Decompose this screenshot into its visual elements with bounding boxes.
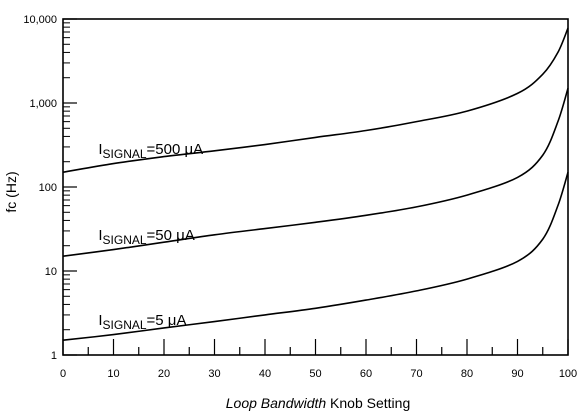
y-tick-label: 100 [39,182,57,194]
series-curve-0 [62,27,569,173]
series-label-0: ISIGNAL=500 μA [98,141,203,161]
series-label-value: =50 μA [147,227,195,244]
x-tick-label: 40 [259,368,271,380]
x-tick-label: 70 [410,368,422,380]
x-axis-title: Loop Bandwidth Knob Setting [226,395,410,411]
x-axis-title-italic: Loop Bandwidth [226,395,327,411]
y-tick-label: 1,000 [29,98,57,110]
x-tick-label: 30 [208,368,220,380]
x-tick-label: 10 [107,368,119,380]
series-curve-1 [62,87,569,257]
series-label-value: =500 μA [147,141,204,158]
series-curves [62,27,569,341]
x-tick-label: 50 [309,368,321,380]
series-label-main: I [98,141,102,158]
y-tick-label: 10 [45,266,57,278]
x-tick-label: 20 [158,368,170,380]
series-label-subscript: SIGNAL [103,233,147,247]
series-label-value: =5 μA [147,312,187,329]
y-axis-title: fc (Hz) [3,171,19,212]
series-label-main: I [98,312,102,329]
y-tick-label: 10,000 [23,14,57,26]
x-tick-label: 100 [559,368,577,380]
series-label-2: ISIGNAL=5 μA [98,312,186,332]
x-tick-label: 80 [461,368,473,380]
x-tick-label: 90 [511,368,523,380]
series-label-1: ISIGNAL=50 μA [98,227,194,247]
x-tick-label: 60 [360,368,372,380]
series-label-main: I [98,227,102,244]
y-tick-label: 1 [51,350,57,362]
series-label-subscript: SIGNAL [103,147,147,161]
series-curve-2 [62,171,569,341]
axis-ticks [62,18,569,356]
x-axis-title-rest: Knob Setting [326,395,410,411]
series-label-subscript: SIGNAL [103,318,147,332]
x-tick-label: 0 [60,368,66,380]
